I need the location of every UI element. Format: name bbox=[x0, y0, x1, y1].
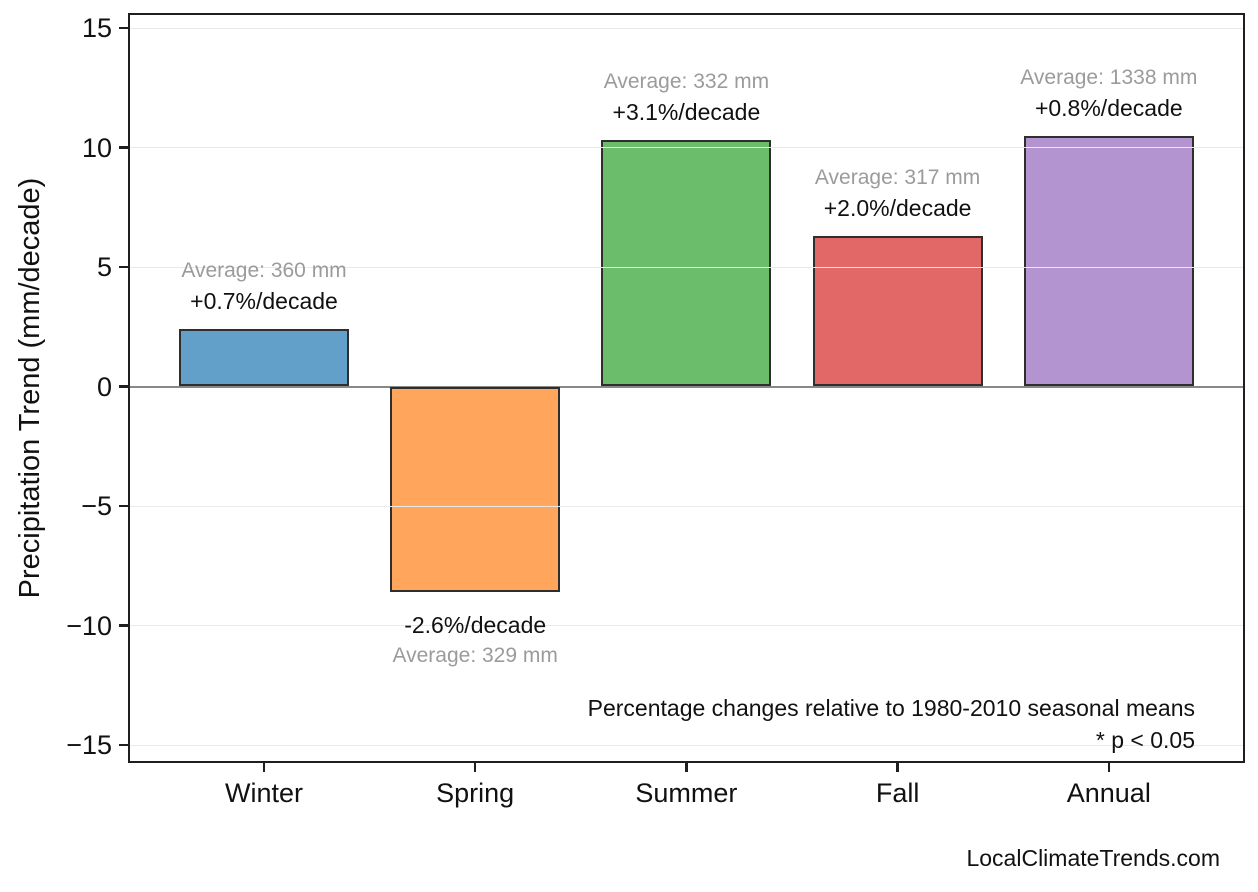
x-tick-label-spring: Spring bbox=[436, 778, 515, 808]
annotation-trend: +3.1%/decade bbox=[612, 99, 761, 126]
annotation-trend: +0.8%/decade bbox=[1034, 94, 1183, 121]
gridline bbox=[128, 147, 1245, 148]
y-tick-mark bbox=[119, 146, 128, 149]
annotation-average: Average: 317 mm bbox=[814, 165, 981, 189]
annotation-trend: +2.0%/decade bbox=[823, 194, 972, 221]
y-tick-mark bbox=[119, 624, 128, 627]
bar-annotation-fall: Average: 317 mm +2.0%/decade bbox=[815, 163, 980, 224]
y-tick-label: −15 bbox=[66, 730, 112, 760]
y-tick-mark bbox=[119, 265, 128, 269]
annotation-average: Average: 1338 mm bbox=[1020, 65, 1198, 89]
annotation-average: Average: 332 mm bbox=[603, 70, 770, 94]
bar-annotation-annual: Average: 1338 mm +0.8%/decade bbox=[1020, 63, 1197, 124]
x-tick-label-fall: Fall bbox=[875, 778, 920, 808]
bar-winter bbox=[179, 329, 349, 387]
gridline bbox=[128, 625, 1245, 626]
watermark: LocalClimateTrends.com bbox=[966, 845, 1220, 871]
plot-area: Percentage changes relative to 1980-2010… bbox=[128, 13, 1245, 763]
bar-spring bbox=[390, 386, 561, 593]
y-tick-label: 0 bbox=[96, 371, 112, 402]
y-tick-mark bbox=[119, 504, 128, 508]
bar-annotation-summer: Average: 332 mm +3.1%/decade bbox=[604, 67, 769, 128]
zero-line bbox=[128, 386, 1245, 388]
x-tick-mark bbox=[1107, 763, 1111, 772]
footnote-significance: * p < 0.05 bbox=[1095, 727, 1195, 753]
footnote-means: Percentage changes relative to 1980-2010… bbox=[587, 695, 1195, 721]
y-tick-label: 5 bbox=[96, 252, 112, 282]
bar-annual bbox=[1023, 135, 1194, 387]
x-tick-mark bbox=[262, 763, 266, 772]
y-tick-mark bbox=[119, 26, 128, 30]
y-tick-label: −10 bbox=[66, 610, 112, 641]
annotation-trend: -2.6%/decade bbox=[404, 612, 547, 639]
x-tick-mark bbox=[896, 763, 899, 772]
gridline bbox=[128, 505, 1245, 507]
y-tick-label: −5 bbox=[81, 491, 112, 521]
y-tick-mark bbox=[119, 743, 128, 747]
bar-annotation-winter: Average: 360 mm +0.7%/decade bbox=[181, 256, 346, 317]
y-tick-label: 10 bbox=[81, 132, 112, 163]
x-tick-mark bbox=[473, 763, 477, 772]
x-tick-label-winter: Winter bbox=[224, 778, 303, 808]
gridline bbox=[128, 266, 1245, 268]
bar-fall bbox=[812, 235, 983, 387]
bar-summer bbox=[601, 140, 772, 387]
gridline bbox=[128, 744, 1245, 746]
annotation-average: Average: 329 mm bbox=[392, 644, 558, 668]
y-tick-label: 15 bbox=[81, 13, 112, 43]
annotation-trend: +0.7%/decade bbox=[190, 288, 338, 315]
annotation-average: Average: 360 mm bbox=[181, 259, 347, 283]
x-tick-mark bbox=[685, 763, 688, 772]
x-tick-label-summer: Summer bbox=[635, 778, 738, 808]
gridline bbox=[128, 27, 1245, 29]
x-tick-label-annual: Annual bbox=[1066, 778, 1151, 808]
y-tick-mark bbox=[119, 385, 128, 388]
bar-annotation-spring: -2.6%/decade Average: 329 mm bbox=[393, 610, 558, 671]
chart-footnotes: Percentage changes relative to 1980-2010… bbox=[588, 692, 1195, 756]
